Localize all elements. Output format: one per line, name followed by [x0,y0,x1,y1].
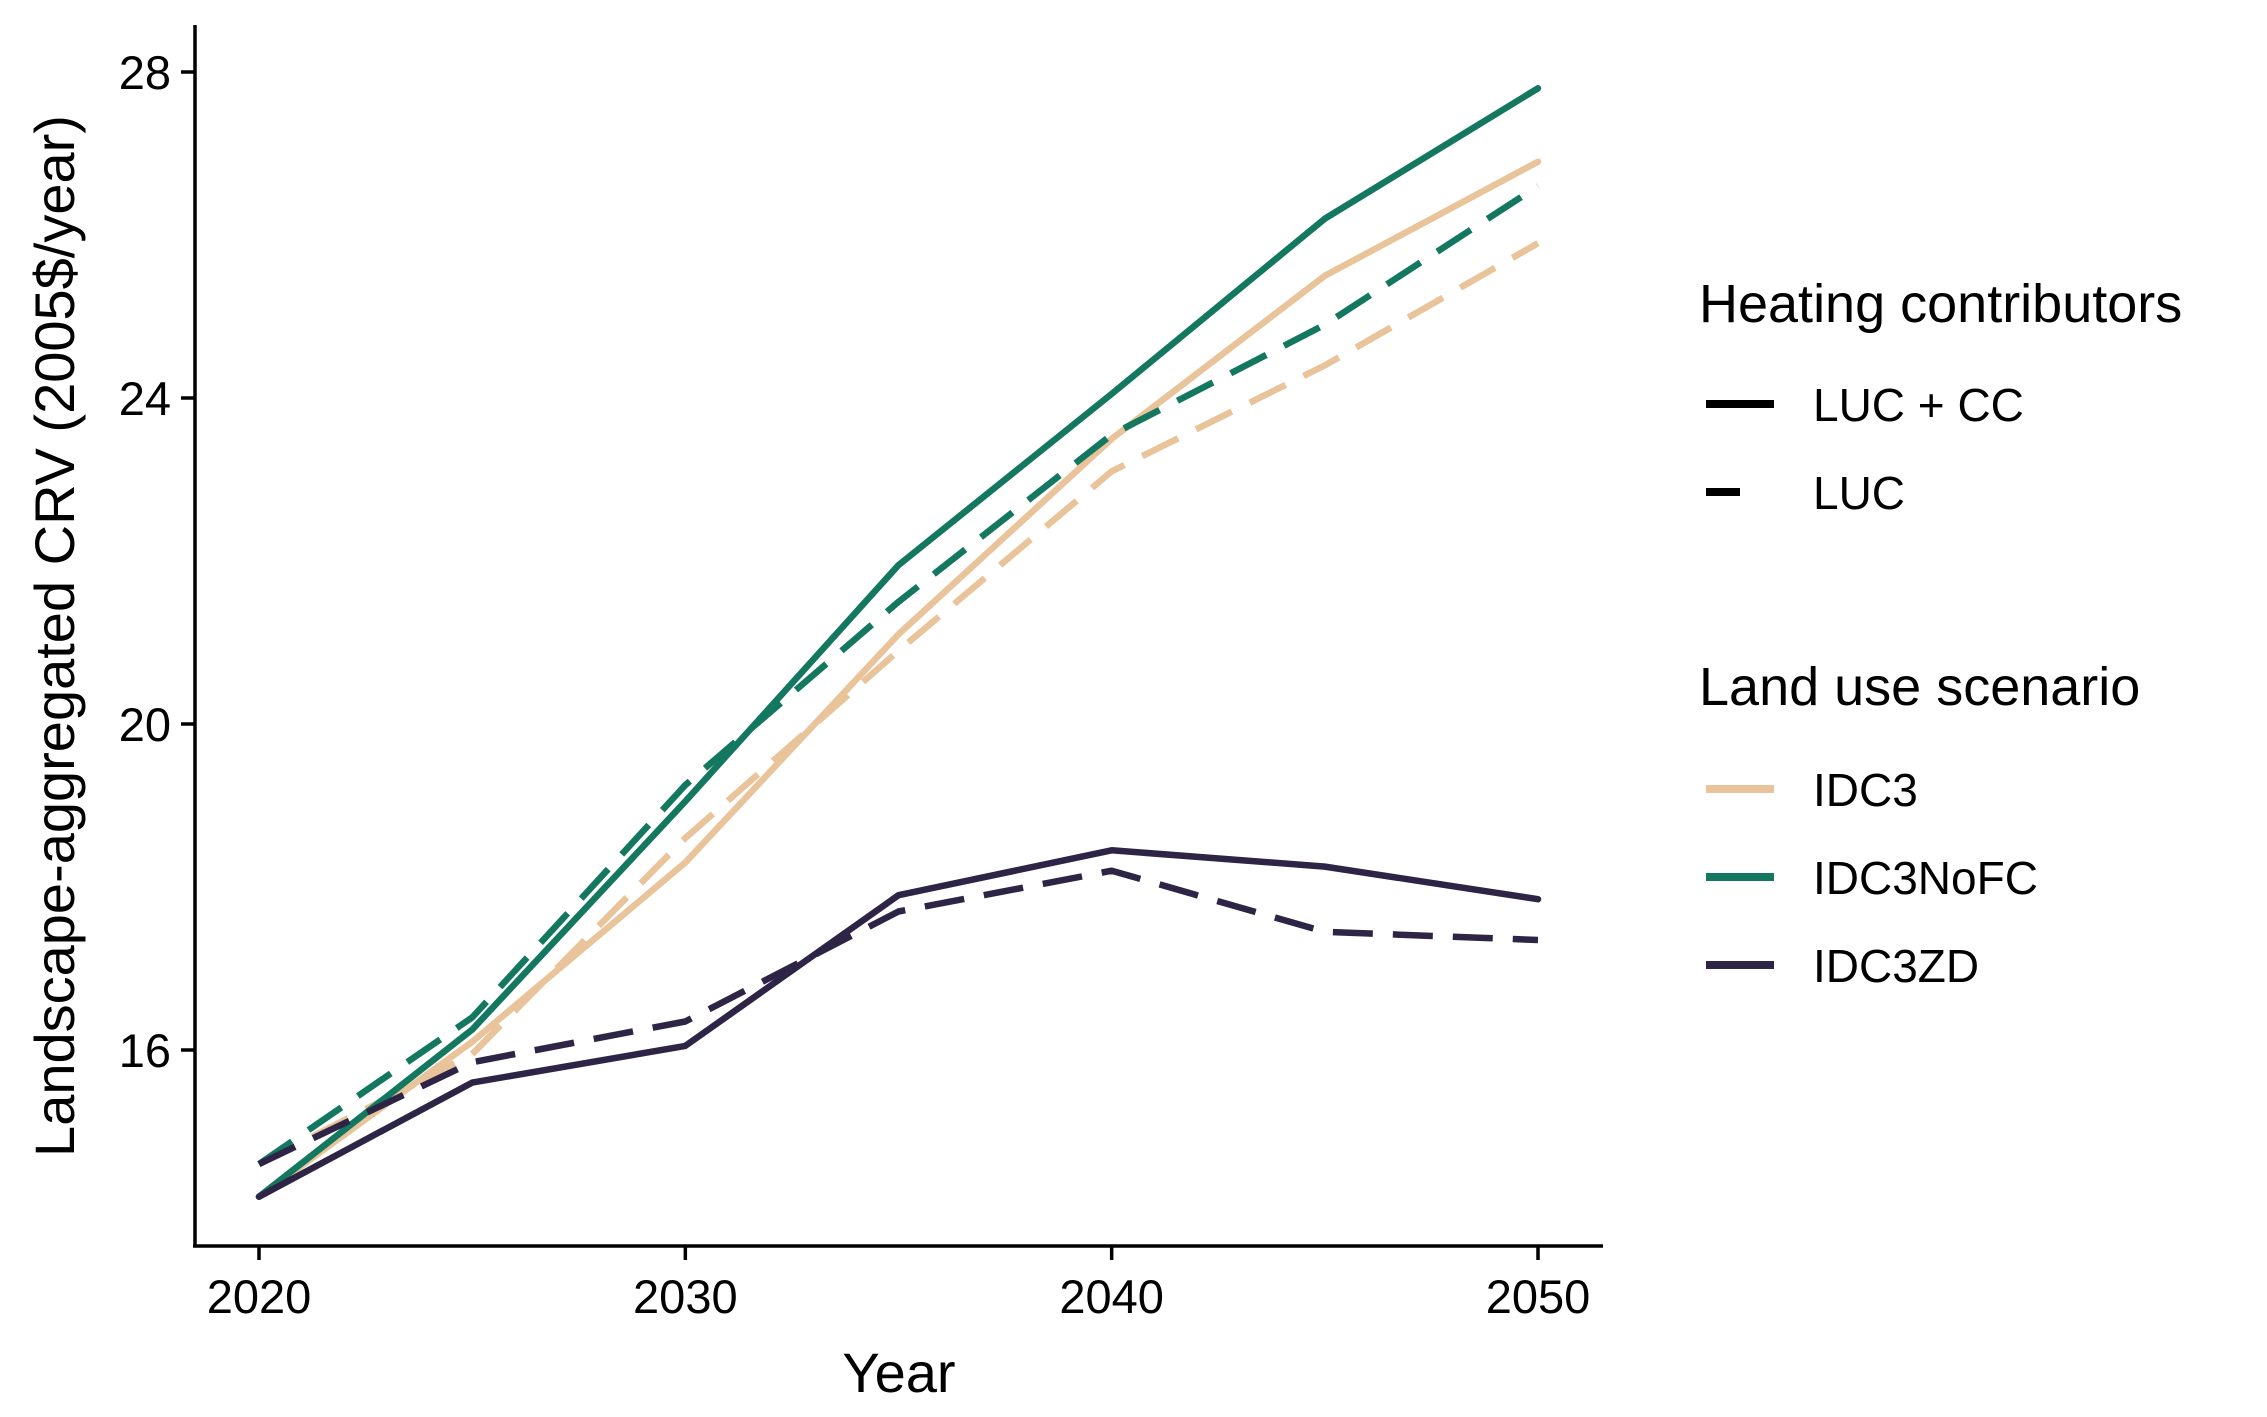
legend-title-land-use-scenario: Land use scenario [1699,657,2140,717]
y-axis-ticks: 16 20 24 28 [119,46,195,1077]
x-tick-label: 2050 [1486,1270,1591,1323]
x-tick-label: 2020 [207,1270,312,1323]
y-tick-label: 28 [119,46,171,99]
y-tick-label: 20 [119,698,171,751]
legend-label-idc3zd: IDC3ZD [1813,940,1979,992]
x-tick-label: 2030 [633,1270,738,1323]
legend-label-idc3: IDC3 [1813,764,1918,816]
legend-land-use-scenario: Land use scenario IDC3 IDC3NoFC IDC3ZD [1699,657,2140,992]
legend-label-luc: LUC [1813,467,1905,519]
y-tick-label: 24 [119,372,171,425]
series-line-idc3nofc-luc [257,183,1540,1167]
series-line-idc3-luc-cc [255,158,1542,1200]
series-line-idc3zd-luc [257,867,1539,1168]
y-axis-title: Landscape-aggregated CRV (2005$/year) [23,115,86,1157]
legend-label-luc-cc: LUC + CC [1813,379,2024,431]
legend-heating-contributors: Heating contributors LUC + CC LUC [1699,274,2182,519]
series-line-idc3-luc [257,240,1540,1167]
legend-title-heating-contributors: Heating contributors [1699,274,2182,334]
x-axis-ticks: 2020 2030 2040 2050 [207,1246,1591,1323]
y-tick-label: 16 [119,1024,171,1077]
series-line-idc3nofc-luc-cc [255,85,1542,1200]
x-axis-title: Year [842,1341,955,1404]
plot-series-group [255,85,1542,1200]
x-tick-label: 2040 [1059,1270,1164,1323]
series-line-idc3zd-luc-cc [255,847,1542,1200]
legend-label-idc3nofc: IDC3NoFC [1813,852,2038,904]
